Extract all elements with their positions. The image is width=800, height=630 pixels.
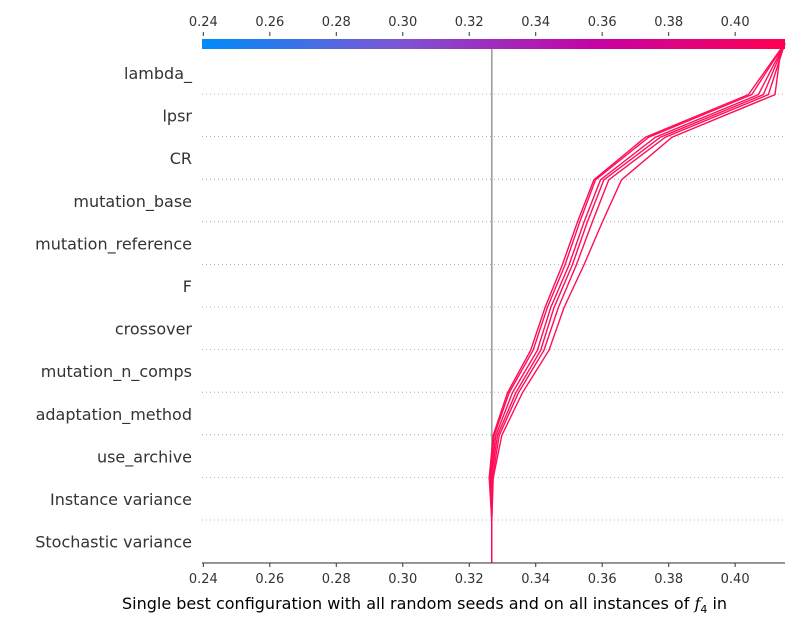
bottom-axis: 0.24 0.26 0.28 0.30 0.32 0.34 0.36 0.38 0.40: [189, 562, 785, 587]
x-tick-label: 0.38: [654, 15, 683, 30]
series-lines: [488, 42, 786, 563]
x-tick-label: 0.26: [255, 572, 284, 587]
feature-label: crossover: [115, 320, 193, 339]
feature-labels: lambda_lpsr CR mutation_base mutation_refer…: [35, 64, 193, 552]
colorbar: [202, 39, 785, 49]
x-tick-label: 0.24: [189, 15, 218, 30]
x-tick-label: 0.34: [521, 572, 550, 587]
feature-label: Instance variance: [50, 490, 192, 509]
x-tick-label: 0.28: [322, 572, 351, 587]
x-tick-label: 0.34: [521, 15, 550, 30]
x-tick-label: 0.28: [322, 15, 351, 30]
feature-label: Stochastic variance: [35, 533, 192, 552]
feature-label: adaptation_method: [36, 405, 192, 425]
x-tick-label: 0.36: [588, 15, 617, 30]
x-tick-label: 0.26: [255, 15, 284, 30]
series-line: [491, 42, 786, 563]
x-tick-label: 0.36: [588, 572, 617, 587]
x-tick-label: 0.24: [189, 572, 218, 587]
feature-label: use_archive: [97, 447, 192, 467]
series-line: [489, 42, 786, 563]
x-tick-label: 0.40: [721, 572, 750, 587]
feature-label: F: [183, 277, 192, 296]
series-line: [490, 42, 786, 563]
x-tick-label: 0.32: [455, 572, 484, 587]
top-axis: 0.24 0.26 0.28 0.30 0.32 0.34 0.36 0.38 0.40: [189, 15, 750, 36]
x-tick-label: 0.30: [388, 572, 417, 587]
series-line: [489, 42, 786, 563]
x-tick-label: 0.40: [721, 15, 750, 30]
x-tick-label: 0.32: [455, 15, 484, 30]
feature-label: lambda_: [124, 64, 193, 84]
feature-label: lpsr: [162, 107, 192, 126]
feature-label: mutation_reference: [35, 234, 192, 254]
feature-label: mutation_base: [73, 192, 192, 212]
feature-label: CR: [170, 149, 192, 168]
x-axis-label: Single best configuration with all rando…: [122, 594, 727, 616]
grid-lines: [202, 93, 785, 563]
series-line: [491, 42, 783, 563]
x-tick-label: 0.30: [388, 15, 417, 30]
series-line: [488, 42, 786, 563]
x-tick-label: 0.38: [654, 572, 683, 587]
feature-label: mutation_n_comps: [41, 362, 192, 382]
